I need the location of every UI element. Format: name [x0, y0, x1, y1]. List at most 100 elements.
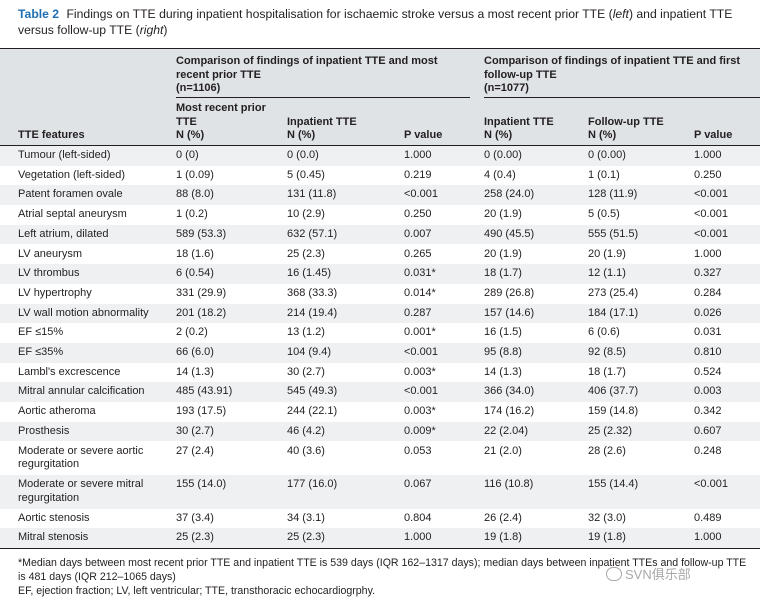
inpatient-tte-cell: 21 (2.0) [484, 444, 522, 457]
p-value-cell: <0.001 [694, 478, 728, 490]
inpatient-tte-cell: 34 (3.1) [287, 511, 325, 524]
followup-tte-cell: 25 (2.32) [588, 424, 633, 437]
feature-cell: LV thrombus [18, 267, 80, 280]
table-row: EF ≤15% 2 (0.2) 13 (1.2) 0.001* 16 (1.5)… [0, 323, 760, 343]
footnote-abbreviations: EF, ejection fraction; LV, left ventricu… [18, 585, 376, 597]
p-value-cell: 0.003* [404, 365, 436, 378]
followup-tte-cell: 19 (1.8) [588, 531, 626, 544]
feature-cell: Moderate or severe aortic regurgitation [18, 444, 144, 471]
caption-text-1: Findings on TTE during inpatient hospita… [66, 7, 613, 21]
prior-tte-cell: 589 (53.3) [176, 227, 227, 240]
p-value-cell: 1.000 [404, 149, 432, 161]
inpatient-tte-cell: 116 (10.8) [484, 478, 534, 490]
feature-cell: Patent foramen ovale [18, 188, 123, 201]
inpatient-tte-cell: 25 (2.3) [287, 531, 325, 544]
watermark: SVN俱乐部 [606, 564, 691, 583]
prior-tte-cell: 0 (0) [176, 149, 199, 161]
group2-n: (n=1077) [484, 82, 529, 94]
p-value-cell: 0.287 [404, 306, 432, 319]
p-value-cell: 0.067 [404, 478, 432, 490]
prior-tte-cell: 485 (43.91) [176, 385, 233, 398]
followup-tte-cell: 12 (1.1) [588, 267, 626, 280]
header-inpatient-tte-2-n: N (%) [484, 129, 513, 141]
header-prior-tte: Most recent prior TTE [176, 102, 266, 128]
caption-left-word: left [612, 7, 629, 21]
p-value-cell: 0.524 [694, 365, 722, 378]
caption-right-word: right [139, 23, 164, 37]
p-value-cell: 1.000 [694, 247, 722, 260]
feature-cell: Tumour (left-sided) [18, 149, 111, 161]
followup-tte-cell: 128 (11.9) [588, 188, 638, 201]
inpatient-tte-cell: 20 (1.9) [484, 208, 522, 221]
prior-tte-cell: 1 (0.09) [176, 168, 214, 181]
inpatient-tte-cell: 0 (0.0) [287, 149, 319, 161]
p-value-cell: 0.031 [694, 326, 722, 339]
prior-tte-cell: 18 (1.6) [176, 247, 214, 260]
p-value-cell: 0.250 [694, 168, 722, 181]
table-row: Prosthesis 30 (2.7) 46 (4.2) 0.009* 22 (… [0, 421, 760, 442]
followup-tte-cell: 92 (8.5) [588, 346, 626, 358]
inpatient-tte-cell: 95 (8.8) [484, 346, 522, 358]
p-value-cell: 0.009* [404, 424, 436, 437]
followup-tte-cell: 406 (37.7) [588, 385, 639, 398]
followup-tte-cell: 159 (14.8) [588, 405, 639, 418]
inpatient-tte-cell: 4 (0.4) [484, 168, 516, 181]
feature-cell: EF ≤15% [18, 326, 64, 339]
followup-tte-cell: 28 (2.6) [588, 444, 626, 457]
group2-rule [484, 97, 760, 98]
inpatient-tte-cell: 366 (34.0) [484, 385, 535, 398]
followup-tte-cell: 0 (0.00) [588, 149, 626, 161]
p-value-cell: 1.000 [404, 531, 432, 544]
inpatient-tte-cell: 40 (3.6) [287, 444, 325, 457]
p-value-cell: <0.001 [694, 227, 728, 240]
header-followup-tte: Follow-up TTE [588, 116, 664, 128]
feature-cell: Atrial septal aneurysm [18, 208, 127, 221]
prior-tte-cell: 27 (2.4) [176, 444, 214, 457]
table-row: LV wall motion abnormality 201 (18.2) 21… [0, 303, 760, 324]
inpatient-tte-cell: 289 (26.8) [484, 286, 535, 299]
p-value-cell: 0.001* [404, 326, 436, 339]
p-value-cell: 0.327 [694, 267, 722, 280]
p-value-cell: 0.003 [694, 385, 722, 398]
table-row: Mitral stenosis 25 (2.3) 25 (2.3) 1.000 … [0, 528, 760, 548]
table-row: EF ≤35% 66 (6.0) 104 (9.4) <0.001 95 (8.… [0, 343, 760, 363]
prior-tte-cell: 14 (1.3) [176, 365, 214, 378]
p-value-cell: 1.000 [694, 531, 722, 544]
p-value-cell: 0.014* [404, 286, 436, 299]
feature-cell: Moderate or severe mitral regurgitation [18, 478, 144, 504]
p-value-cell: 0.489 [694, 511, 722, 524]
feature-cell: LV wall motion abnormality [18, 306, 149, 319]
table-row: Tumour (left-sided) 0 (0) 0 (0.0) 1.000 … [0, 146, 760, 166]
footnote-median-days: *Median days between most recent prior T… [18, 557, 747, 583]
inpatient-tte-cell: 545 (49.3) [287, 385, 338, 398]
inpatient-tte-cell: 131 (11.8) [287, 188, 337, 201]
inpatient-tte-cell: 368 (33.3) [287, 286, 338, 299]
inpatient-tte-cell: 14 (1.3) [484, 365, 522, 378]
caption-text-2: ) and inpatient TTE versus follow-up TTE… [18, 7, 733, 37]
inpatient-tte-cell: 174 (16.2) [484, 405, 535, 418]
p-value-cell: 0.003* [404, 405, 436, 418]
inpatient-tte-cell: 244 (22.1) [287, 405, 338, 418]
prior-tte-cell: 201 (18.2) [176, 306, 227, 319]
table-row: Left atrium, dilated 589 (53.3) 632 (57.… [0, 224, 760, 245]
prior-tte-cell: 155 (14.0) [176, 478, 227, 490]
followup-tte-cell: 18 (1.7) [588, 365, 626, 378]
table-row: Patent foramen ovale 88 (8.0) 131 (11.8)… [0, 185, 760, 206]
prior-tte-cell: 37 (3.4) [176, 511, 214, 524]
inpatient-tte-cell: 26 (2.4) [484, 511, 522, 524]
prior-tte-cell: 66 (6.0) [176, 346, 214, 358]
followup-tte-cell: 6 (0.6) [588, 326, 620, 339]
prior-tte-cell: 2 (0.2) [176, 326, 208, 339]
p-value-cell: <0.001 [694, 208, 728, 221]
prior-tte-cell: 6 (0.54) [176, 267, 214, 280]
table-row: Atrial septal aneurysm 1 (0.2) 10 (2.9) … [0, 205, 760, 225]
prior-tte-cell: 30 (2.7) [176, 424, 214, 437]
inpatient-tte-cell: 104 (9.4) [287, 346, 332, 358]
prior-tte-cell: 331 (29.9) [176, 286, 227, 299]
watermark-text: SVN俱乐部 [625, 567, 691, 582]
feature-cell: Left atrium, dilated [18, 227, 109, 240]
p-value-cell: 0.031* [404, 267, 436, 280]
inpatient-tte-cell: 490 (45.5) [484, 227, 535, 240]
p-value-cell: <0.001 [404, 346, 438, 358]
table-row: Mitral annular calcification 485 (43.91)… [0, 382, 760, 403]
